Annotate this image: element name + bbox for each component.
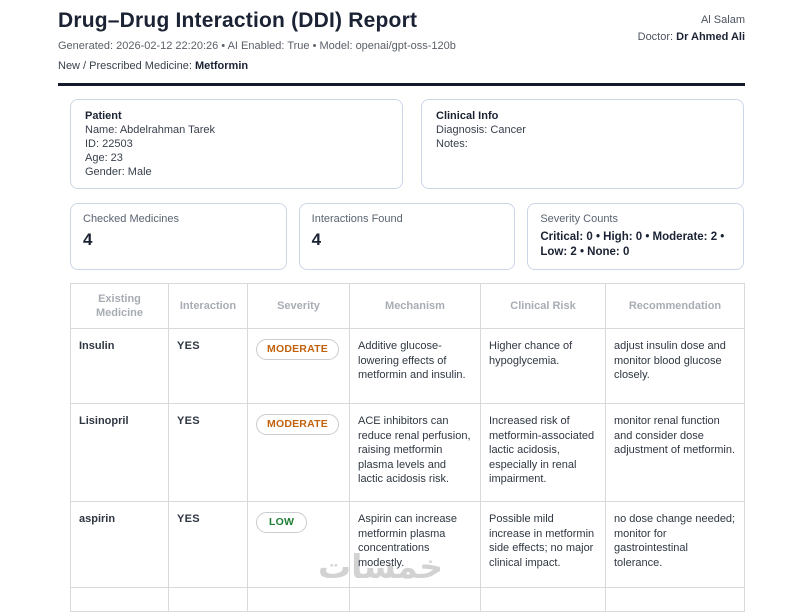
column-header-recommendation: Recommendation xyxy=(605,283,745,329)
severity-badge-moderate: MODERATE xyxy=(256,339,339,360)
prescribed-medicine-value: Metformin xyxy=(194,60,249,72)
card-checked-medicines-value: 4 xyxy=(83,230,93,249)
cell-clinical-risk: Higher chance of hypoglycemia. xyxy=(480,328,606,404)
cell-interaction: YES xyxy=(168,403,248,502)
cell-mechanism: ACE inhibitors can reduce renal perfusio… xyxy=(349,403,481,502)
cell-medicine: Insulin xyxy=(70,328,169,404)
prescribed-medicine-label: New / Prescribed Medicine: xyxy=(58,60,195,72)
cell-medicine: aspirin xyxy=(70,501,169,588)
clinical-info-card: Clinical Info Diagnosis: Cancer Notes: xyxy=(421,99,744,189)
cell-clinical-risk: Increased risk of metformin-associated l… xyxy=(480,403,606,502)
patient-card: Patient Name: Abdelrahman Tarek ID: 2250… xyxy=(70,99,403,189)
cell-recommendation: monitor renal function and consider dose… xyxy=(605,403,745,502)
doctor-name: Dr Ahmed Ali xyxy=(676,31,745,43)
patient-heading: Patient xyxy=(85,110,122,122)
card-interactions-found: Interactions Found 4 xyxy=(298,203,516,270)
prescribed-medicine-line: New / Prescribed Medicine: Metformin xyxy=(58,60,456,73)
column-header-severity: Severity xyxy=(247,283,350,329)
cell-severity: LOW xyxy=(247,501,350,588)
cell-interaction: YES xyxy=(168,328,248,404)
patient-name: Name: Abdelrahman Tarek xyxy=(85,124,216,136)
summary-cards-row: Checked Medicines 4 Interactions Found 4… xyxy=(70,203,745,270)
card-interactions-found-label: Interactions Found xyxy=(311,213,403,225)
table-row-aspirin: aspirin YES LOW Aspirin can increase met… xyxy=(70,501,745,588)
patient-age: Age: 23 xyxy=(85,152,123,164)
doctor-label: Doctor: xyxy=(637,31,677,43)
info-row: Patient Name: Abdelrahman Tarek ID: 2250… xyxy=(70,99,744,189)
cell-recommendation: adjust insulin dose and monitor blood gl… xyxy=(605,328,745,404)
cell-mechanism: Additive glucose-lowering effects of met… xyxy=(349,328,481,404)
patient-id: ID: 22503 xyxy=(85,138,133,150)
cell-mechanism: Aspirin can increase metformin plasma co… xyxy=(349,501,481,588)
card-checked-medicines: Checked Medicines 4 xyxy=(70,203,287,270)
severity-badge-low: LOW xyxy=(256,512,308,533)
header-divider xyxy=(58,83,745,86)
clinical-info-heading: Clinical Info xyxy=(436,110,499,122)
table-row-lisinopril: Lisinopril YES MODERATE ACE inhibitors c… xyxy=(70,403,745,502)
column-header-existing-medicine: Existing Medicine xyxy=(70,283,169,329)
report-title: Drug–Drug Interaction (DDI) Report xyxy=(58,9,418,32)
report-header-right: Al Salam Doctor: Dr Ahmed Ali xyxy=(638,9,745,46)
card-interactions-found-value: 4 xyxy=(311,230,322,249)
cell-severity: MODERATE xyxy=(247,403,350,502)
ddi-table: Existing Medicine Interaction Severity M… xyxy=(70,283,745,612)
cell-clinical-risk: Possible mild increase in metformin side… xyxy=(480,501,606,588)
cell-interaction: YES xyxy=(168,501,248,588)
column-header-mechanism: Mechanism xyxy=(349,283,481,329)
table-row-insulin: Insulin YES MODERATE Additive glucose-lo… xyxy=(70,328,745,404)
report-header-left: Drug–Drug Interaction (DDI) Report Gener… xyxy=(58,9,456,73)
card-severity-counts-value: Critical: 0 • High: 0 • Moderate: 2 • Lo… xyxy=(540,231,725,258)
cell-recommendation: no dose change needed; monitor for gastr… xyxy=(605,501,745,588)
patient-gender: Gender: Male xyxy=(85,166,152,178)
cell-severity: MODERATE xyxy=(247,328,350,404)
table-header-row: Existing Medicine Interaction Severity M… xyxy=(70,283,745,329)
report-meta: Generated: 2026-02-12 22:20:26 • AI Enab… xyxy=(58,40,456,52)
report-header: Drug–Drug Interaction (DDI) Report Gener… xyxy=(58,9,745,73)
clinic-name: Al Salam xyxy=(700,14,745,26)
card-severity-counts-label: Severity Counts xyxy=(540,213,618,225)
cell-medicine: Lisinopril xyxy=(70,403,169,502)
card-checked-medicines-label: Checked Medicines xyxy=(83,213,179,225)
card-severity-counts: Severity Counts Critical: 0 • High: 0 • … xyxy=(527,203,745,270)
clinical-notes: Notes: xyxy=(436,138,468,150)
severity-badge-moderate: MODERATE xyxy=(256,414,339,435)
doctor-line: Doctor: Dr Ahmed Ali xyxy=(638,29,745,46)
clinical-diagnosis: Diagnosis: Cancer xyxy=(436,124,526,136)
column-header-interaction: Interaction xyxy=(168,283,248,329)
column-header-clinical-risk: Clinical Risk xyxy=(480,283,606,329)
table-row-clipped xyxy=(70,587,745,612)
